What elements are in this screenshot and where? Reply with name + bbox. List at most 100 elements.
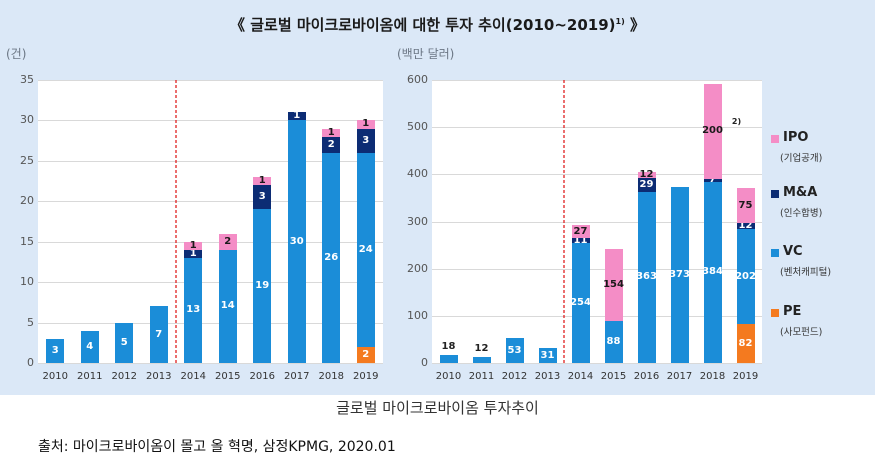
y-tick-label: 100 — [407, 308, 428, 322]
source-note: 출처: 마이크로바이옴이 몰고 올 혁명, 삼정KPMG, 2020.01 — [38, 439, 396, 455]
data-label: 75 — [738, 199, 753, 211]
data-label: 2 — [362, 348, 370, 360]
right-unit-label: (백만 달러) — [397, 47, 455, 61]
y-tick-label: 25 — [20, 153, 34, 167]
gridline — [432, 316, 762, 317]
gridline — [432, 269, 762, 270]
bar-segment — [604, 248, 623, 322]
data-label: 7 — [155, 328, 163, 340]
x-tick-label: 2010 — [42, 371, 68, 382]
data-label: 12 — [738, 220, 753, 232]
bar-segment — [149, 306, 168, 363]
figure-caption: 글로벌 마이크로바이옴 투자추이 — [336, 399, 539, 417]
title-footnote: 1) — [615, 17, 625, 26]
bar-segment — [322, 136, 341, 153]
y-tick-label: 5 — [27, 315, 34, 329]
bar-segment — [356, 120, 375, 129]
data-label: 12 — [474, 343, 489, 355]
data-label: 154 — [603, 279, 624, 291]
data-label: 254 — [570, 297, 591, 309]
bar-segment — [703, 84, 722, 179]
y-tick-label: 35 — [20, 73, 34, 86]
data-label: 363 — [636, 271, 657, 283]
data-label: 27 — [573, 225, 588, 237]
data-label: 1 — [293, 110, 301, 122]
bar-segment — [218, 233, 237, 250]
data-label: 202 — [735, 270, 756, 282]
x-tick-label: 2017 — [284, 371, 310, 382]
gridline — [38, 201, 383, 202]
bar-segment — [253, 209, 272, 363]
y-tick-label: 30 — [20, 113, 34, 127]
legend-swatch-vc — [771, 249, 779, 257]
x-tick-label: 2011 — [468, 371, 495, 382]
bar-segment — [571, 225, 590, 238]
x-tick-label: 2012 — [501, 371, 528, 382]
bar-segment — [505, 338, 524, 363]
bar-segment — [736, 188, 755, 224]
x-tick-label: 2014 — [567, 371, 594, 382]
bar-segment — [287, 112, 306, 121]
data-label: 82 — [738, 337, 753, 349]
data-label: 24 — [358, 243, 373, 255]
data-label: 4 — [86, 340, 94, 352]
data-label: 30 — [289, 235, 304, 247]
bar-segment — [322, 152, 341, 363]
x-tick-label: 2015 — [215, 371, 241, 382]
bar-segment — [571, 243, 590, 363]
legend-swatch-pe — [771, 309, 779, 317]
gridline — [38, 323, 383, 324]
data-label: 5 — [120, 336, 128, 348]
data-label: 88 — [606, 336, 621, 348]
gridline — [38, 161, 383, 162]
legend-sublabel-pe: (사모펀드) — [780, 327, 823, 338]
data-label: 12 — [639, 169, 654, 181]
y-tick-label: 20 — [20, 194, 34, 208]
x-tick-label: 2013 — [146, 371, 172, 382]
data-label: 31 — [540, 349, 555, 361]
x-tick-label: 2014 — [180, 371, 206, 382]
x-tick-label: 2016 — [249, 371, 275, 382]
legend-sublabel-ipo: (기업공개) — [780, 153, 823, 164]
data-label: 1 — [258, 175, 266, 187]
x-tick-label: 2012 — [111, 371, 137, 382]
data-label: 19 — [255, 280, 270, 292]
bar-segment — [322, 128, 341, 137]
bar-segment — [253, 185, 272, 210]
legend-label-vc: VC — [783, 244, 803, 259]
x-tick-label: 2018 — [699, 371, 726, 382]
x-tick-label: 2010 — [435, 371, 462, 382]
y-tick-label: 400 — [407, 167, 428, 181]
legend-sublabel-mna: (인수합병) — [780, 208, 823, 219]
legend-sublabel-vc: (벤처캐피털) — [780, 267, 832, 278]
title-text: 《 글로벌 마이크로바이옴에 대한 투자 추이(2010~2019) — [230, 16, 616, 34]
x-tick-label: 2011 — [77, 371, 103, 382]
data-label: 29 — [639, 178, 654, 190]
gridline — [38, 363, 383, 364]
y-tick-label: 500 — [407, 120, 428, 134]
bar-segment — [356, 152, 375, 347]
gridline — [38, 242, 383, 243]
data-label: 3 — [362, 134, 370, 146]
x-tick-label: 2017 — [666, 371, 693, 382]
data-label: 200 — [702, 125, 723, 137]
legend-swatch-ipo — [771, 135, 779, 143]
x-tick-label: 2016 — [633, 371, 660, 382]
annotation-note: 2) — [731, 117, 742, 127]
bar-segment — [184, 257, 203, 363]
bar-segment — [218, 249, 237, 363]
gridline — [432, 127, 762, 128]
chart-title: 《 글로벌 마이크로바이옴에 대한 투자 추이(2010~2019)1) 》 — [0, 14, 875, 35]
period-divider — [563, 80, 565, 363]
bar-segment — [472, 357, 491, 363]
bar-segment — [287, 120, 306, 363]
gridline — [432, 222, 762, 223]
data-label: 2 — [327, 138, 335, 150]
bar-segment — [670, 187, 689, 363]
bar-segment — [571, 238, 590, 244]
bar-segment — [356, 346, 375, 363]
legend-swatch-mna — [771, 190, 779, 198]
bar-segment — [736, 229, 755, 325]
legend-label-ipo: IPO — [783, 130, 809, 145]
plot-area: 3 4 5 7 13 1 1 14 2 19 3 1 30 1 26 2 1 2 24 3 1 — [38, 80, 383, 364]
